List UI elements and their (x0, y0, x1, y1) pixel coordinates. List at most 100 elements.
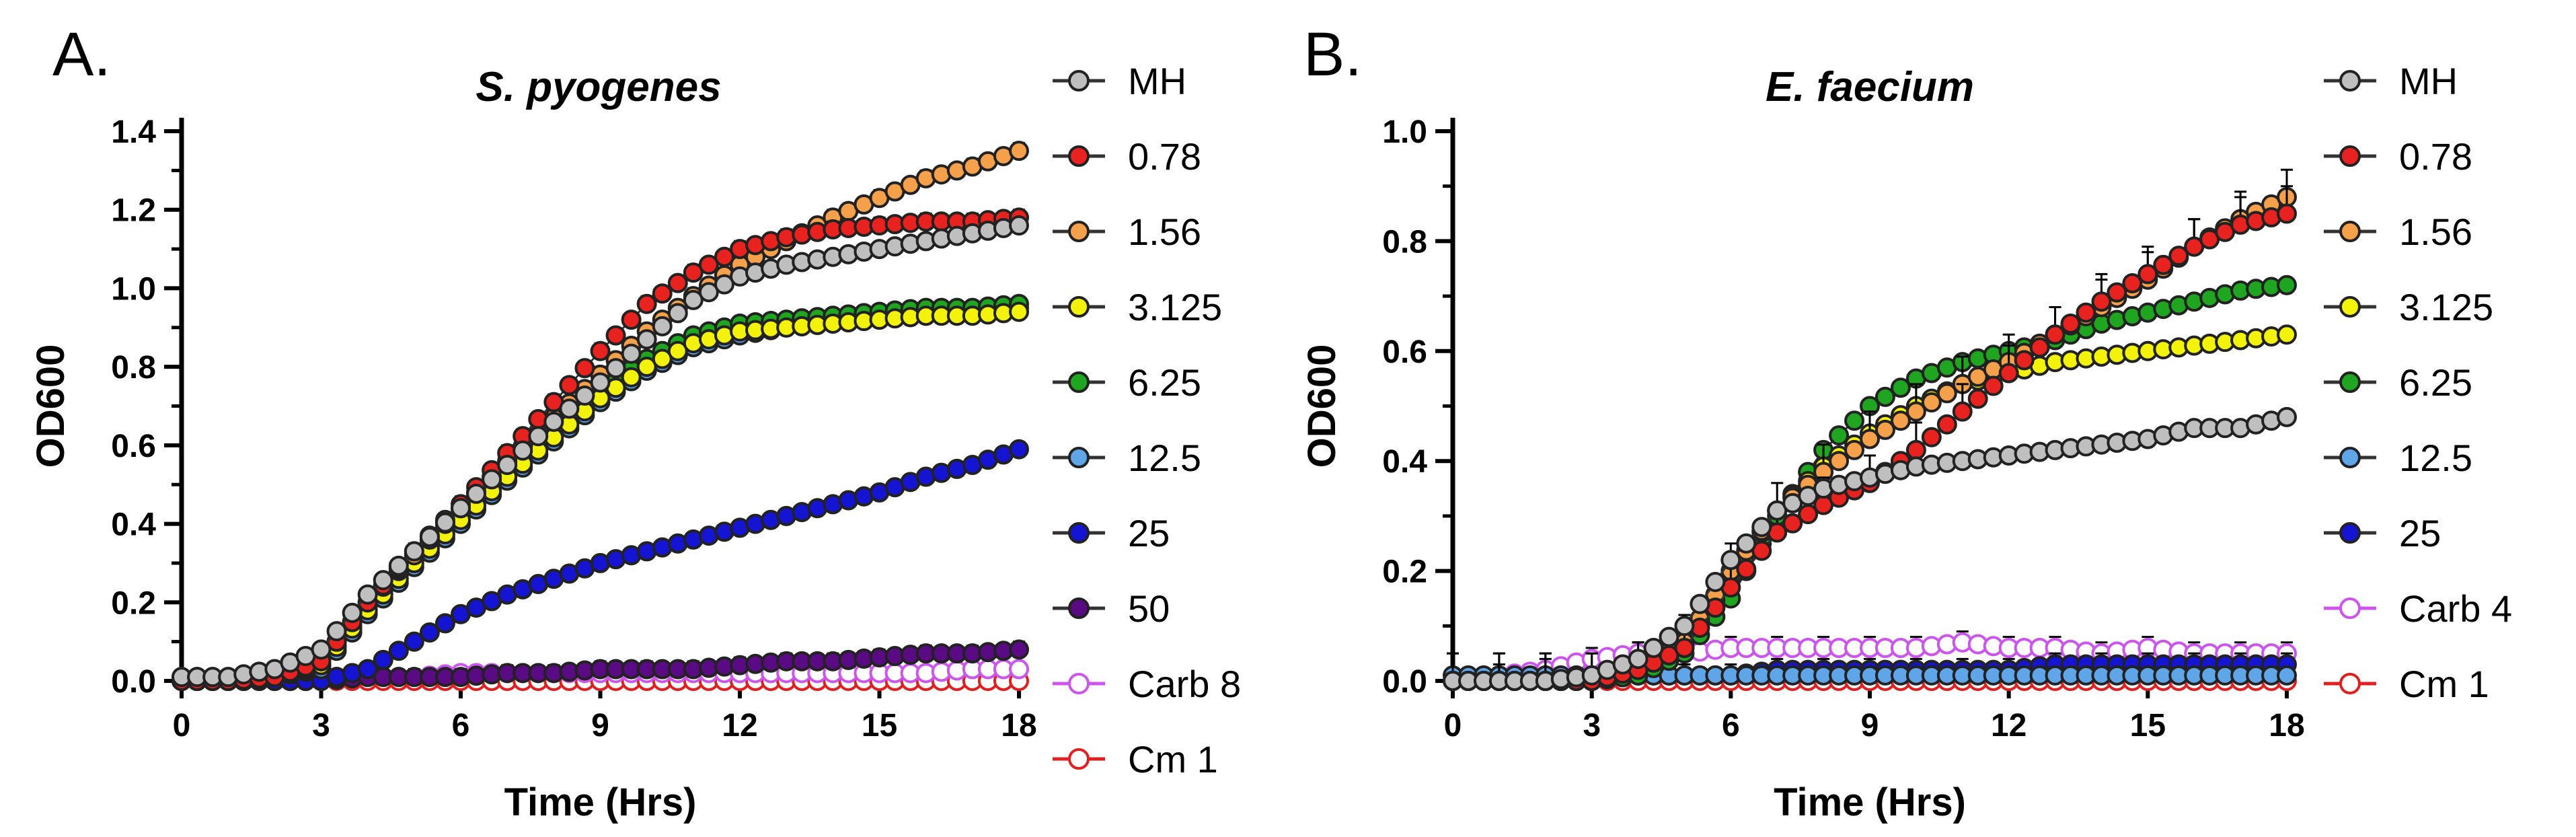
chart-1-legend-marker (2339, 447, 2361, 468)
chart-1-point-12-5 (2277, 665, 2297, 686)
chart-0-legend-label: 6.25 (1128, 361, 1201, 404)
chart-0-point-mh (605, 358, 626, 379)
chart-1-legend-item-carb-4: Carb 4 (2324, 587, 2512, 630)
chart-0-point-0-78 (652, 283, 673, 304)
chart-1-point-0-78 (2168, 246, 2189, 266)
chart-0-legend-item-6-25: 6.25 (1053, 361, 1201, 404)
chart-1-legend-item-12-5: 12.5 (2324, 437, 2472, 479)
chart-0-point-mh (621, 343, 642, 364)
chart-0-point-25 (434, 613, 455, 634)
chart-1-y-tick-label: 0.8 (1382, 224, 1427, 260)
chart-1-legend-label: 6.25 (2399, 361, 2472, 404)
chart-1-point-mh (2277, 406, 2297, 427)
panel-letter-a: A. (52, 20, 111, 89)
chart-0-point-mh (698, 282, 719, 303)
chart-0-legend-label: 50 (1128, 587, 1170, 630)
chart-1-point-mh (1674, 616, 1695, 636)
chart-1-series-3-125 (1443, 324, 2297, 691)
chart-0-legend-marker (1068, 296, 1090, 318)
chart-1-point-mh (1720, 550, 1741, 571)
chart-1-point-0-78 (2076, 302, 2096, 323)
chart-1-legend-marker (2339, 673, 2361, 694)
chart-0-point-mh (311, 639, 332, 660)
chart-1-point-0-78 (2029, 337, 2050, 358)
chart-0-point-carb-8 (1009, 659, 1029, 680)
chart-0-y-tick-label: 0.8 (111, 350, 156, 386)
chart-0-point-mh (1009, 215, 1029, 236)
chart-0-legend-label: Cm 1 (1128, 738, 1218, 780)
chart-1-point-mh (1628, 649, 1649, 669)
chart-1-legend-item-6-25: 6.25 (2324, 361, 2472, 404)
chart-0-series-0-78 (172, 207, 1029, 691)
chart-0-y-tick-label: 0.2 (111, 585, 156, 621)
chart-1-legend-item-cm-1: Cm 1 (2324, 663, 2489, 705)
chart-0-point-mh (466, 483, 487, 504)
chart-1-point-0-78 (1967, 388, 1988, 409)
chart-1-legend-item-25: 25 (2324, 512, 2441, 554)
chart-0-point-0-78 (574, 358, 595, 379)
chart-0-point-mh (434, 512, 455, 533)
chart-0-legend-label: 1.56 (1128, 211, 1201, 253)
chart-1-point-0-78 (2122, 273, 2143, 294)
chart-0-legend-item-25: 25 (1053, 512, 1170, 554)
chart-0-x-tick-label: 6 (452, 708, 470, 743)
chart-1-legend-label: 0.78 (2399, 135, 2472, 178)
chart-1-y-tick-label: 0.6 (1382, 334, 1427, 370)
chart-0-point-mh (342, 602, 363, 623)
chart-1-point-0-78 (2153, 254, 2174, 275)
chart-1-y-tick-label: 1.0 (1382, 114, 1427, 150)
chart-1-point-1-56 (1905, 401, 1926, 422)
chart-1-line-3-125 (1453, 333, 2287, 682)
chart-1-point-0-78 (1998, 363, 2019, 384)
chart-0-legend-label: 0.78 (1128, 135, 1201, 178)
chart-0-point-0-78 (698, 254, 719, 275)
chart-1-legend-item-3-125: 3.125 (2324, 286, 2493, 328)
chart-1-x-tick-label: 0 (1444, 708, 1462, 743)
chart-1-legend-label: MH (2399, 60, 2458, 102)
chart-1-point-0-78 (2045, 324, 2066, 345)
chart-0-point-3-125 (652, 349, 673, 369)
chart-0-y-axis-label: OD600 (29, 344, 73, 468)
chart-0-point-mh (714, 274, 734, 295)
chart-0-point-mh (590, 372, 611, 393)
chart-0-point-3-125 (621, 367, 642, 388)
chart-0-point-mh (559, 398, 580, 419)
chart-1-x-tick-label: 18 (2269, 708, 2304, 743)
chart-0-point-0-78 (636, 293, 657, 314)
chart-1-point-0-78 (1674, 637, 1695, 658)
chart-1-x-axis-label: Time (Hrs) (1774, 780, 1966, 824)
chart-1-legend-marker (2339, 597, 2361, 619)
chart-1-point-0-78 (2060, 313, 2081, 334)
chart-1-legend-label: 3.125 (2399, 286, 2493, 328)
chart-0-series-mh (172, 215, 1029, 688)
chart-0-point-3-125 (667, 340, 688, 361)
chart-0-x-tick-label: 15 (862, 708, 897, 743)
chart-0-point-mh (667, 303, 688, 324)
chart-0-legend-marker (1068, 70, 1090, 92)
chart-1-legend-marker (2339, 145, 2361, 167)
chart-1-point-6-25 (1874, 386, 1895, 407)
chart-0-y-tick-label: 0.6 (111, 429, 156, 464)
chart-1-point-mh (1705, 571, 1726, 592)
chart-1-series-mh (1443, 406, 2297, 691)
chart-1-legend-marker (2339, 296, 2361, 318)
chart-1-point-0-78 (1983, 375, 2004, 396)
chart-0-legend-item-cm-1: Cm 1 (1053, 738, 1218, 780)
chart-0-point-3-125 (1009, 301, 1029, 322)
chart-1-point-0-78 (2107, 282, 2127, 303)
chart-0-title: S. pyogenes (476, 64, 721, 110)
chart-1-x-tick-label: 3 (1583, 708, 1601, 743)
chart-0-legend-marker (1068, 522, 1090, 544)
chart-1-point-0-78 (1736, 558, 1757, 579)
chart-1-point-mh (1736, 533, 1757, 554)
chart-0-line-mh (182, 224, 1020, 678)
chart-0-legend-item-carb-8: Carb 8 (1053, 663, 1241, 705)
chart-1-title: E. faecium (1766, 64, 1974, 110)
chart-1-point-1-56 (1921, 392, 1942, 413)
chart-1-y-tick-label: 0.0 (1382, 664, 1427, 700)
chart-0-legend-marker (1068, 748, 1090, 770)
chart-0-point-25 (419, 622, 440, 643)
chart-0-point-mh (388, 555, 409, 576)
chart-0-point-25 (373, 649, 393, 670)
